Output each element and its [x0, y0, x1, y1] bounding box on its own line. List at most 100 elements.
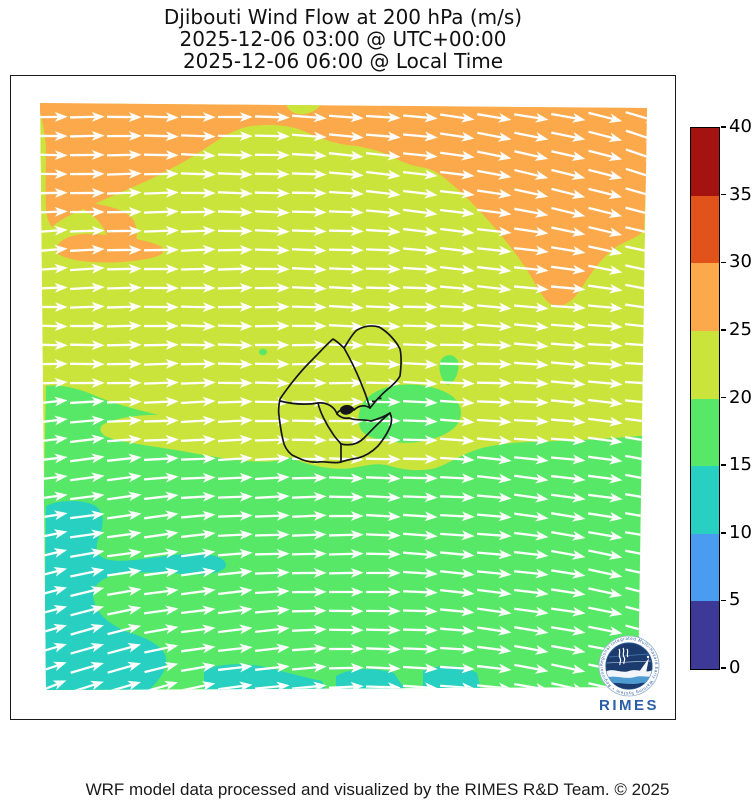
wind-arrow — [439, 169, 475, 180]
wind-arrow — [365, 511, 401, 522]
wind-arrow — [587, 454, 623, 465]
wind-arrow — [514, 663, 549, 674]
wind-arrow — [291, 245, 327, 256]
wind-arrow — [180, 529, 216, 540]
wind-arrow — [513, 473, 549, 484]
wind-arrow — [402, 302, 438, 313]
wind-arrow — [514, 150, 549, 161]
wind-arrow — [107, 624, 142, 636]
region-teal-bottom-1-10-15ms — [204, 664, 326, 690]
wind-arrow — [107, 661, 142, 674]
wind-arrow — [513, 245, 549, 256]
wind-arrow — [587, 321, 623, 332]
wind-arrow — [439, 226, 475, 237]
wind-arrow — [476, 473, 512, 484]
wind-arrow — [143, 206, 179, 217]
wind-arrow — [40, 567, 68, 579]
wind-arrow — [291, 207, 327, 218]
wind-arrow — [588, 264, 623, 275]
wind-arrow — [291, 264, 327, 275]
wind-arrow — [476, 644, 512, 655]
wind-arrow — [180, 225, 216, 236]
wind-arrow — [513, 302, 549, 313]
wind-arrow — [180, 434, 216, 445]
wind-arrow — [402, 416, 438, 427]
wind-arrow — [217, 263, 253, 274]
wind-arrow — [143, 472, 179, 483]
wind-arrow — [477, 112, 512, 123]
wind-arrow — [550, 492, 586, 503]
colorbar-segment-7 — [691, 601, 719, 669]
wind-arrow — [514, 168, 549, 180]
wind-arrow — [328, 188, 364, 199]
wind-arrow — [513, 264, 549, 275]
wind-arrow — [40, 396, 68, 407]
wind-arrow — [439, 568, 475, 579]
wind-arrow — [291, 491, 327, 502]
wind-arrow — [402, 131, 438, 142]
wind-arrow — [180, 131, 216, 142]
wind-arrow — [40, 321, 68, 332]
wind-arrow — [69, 207, 105, 217]
wind-arrow — [476, 549, 512, 560]
wind-arrow — [217, 643, 253, 654]
wind-arrow — [476, 302, 512, 313]
wind-arrow — [328, 529, 364, 540]
wind-arrow — [69, 491, 105, 502]
wind-arrow — [143, 302, 179, 312]
wind-arrow — [550, 378, 586, 389]
colorbar-segment-5 — [691, 466, 719, 534]
wind-arrow — [514, 207, 549, 218]
wind-arrow — [439, 454, 475, 465]
wind-arrow — [291, 605, 327, 616]
wind-arrow — [550, 264, 586, 275]
wind-arrow — [40, 377, 68, 388]
wind-arrow — [551, 587, 586, 598]
colorbar — [690, 127, 720, 670]
wind-arrow — [40, 548, 68, 560]
wind-arrow — [588, 168, 623, 180]
wind-arrow — [439, 625, 475, 636]
region-tongue-east-15-20ms — [358, 384, 461, 443]
wind-arrow — [625, 605, 647, 617]
wind-arrow — [439, 321, 475, 332]
wind-arrow — [551, 644, 586, 655]
wind-arrow — [624, 359, 647, 370]
wind-arrow — [439, 492, 475, 503]
wind-arrow — [402, 587, 438, 598]
wind-arrow — [624, 397, 647, 408]
wind-arrow — [514, 511, 549, 522]
wind-arrow — [180, 396, 216, 407]
wind-arrow — [291, 378, 327, 388]
wind-arrow — [40, 282, 68, 293]
wind-arrow — [70, 642, 105, 655]
region-field-south-15-20ms — [40, 385, 647, 690]
wind-arrow — [254, 169, 290, 180]
wind-arrow — [107, 642, 142, 655]
wind-arrow — [588, 511, 623, 522]
wind-arrow — [254, 302, 290, 312]
wind-arrow — [217, 169, 253, 180]
wind-arrow — [106, 320, 142, 331]
wind-arrow — [551, 112, 586, 123]
wind-arrow — [329, 587, 364, 597]
wind-arrow — [69, 472, 105, 483]
wind-arrow — [365, 226, 401, 237]
wind-arrow — [217, 472, 253, 483]
wind-arrow — [514, 188, 549, 199]
wind-arrow — [107, 567, 142, 578]
wind-arrow — [476, 321, 512, 332]
wind-arrow — [477, 625, 512, 636]
wind-arrow — [106, 282, 142, 293]
wind-arrow — [550, 340, 586, 351]
wind-arrow — [291, 169, 327, 180]
wind-arrow — [106, 359, 142, 369]
wind-arrow — [439, 150, 475, 161]
colorbar-tick — [720, 599, 726, 602]
wind-arrow — [69, 510, 105, 521]
wind-arrow — [365, 340, 401, 351]
wind-arrow — [70, 529, 105, 540]
wind-arrow — [181, 567, 216, 578]
wind-arrow — [402, 435, 438, 446]
wind-arrow — [254, 340, 290, 350]
